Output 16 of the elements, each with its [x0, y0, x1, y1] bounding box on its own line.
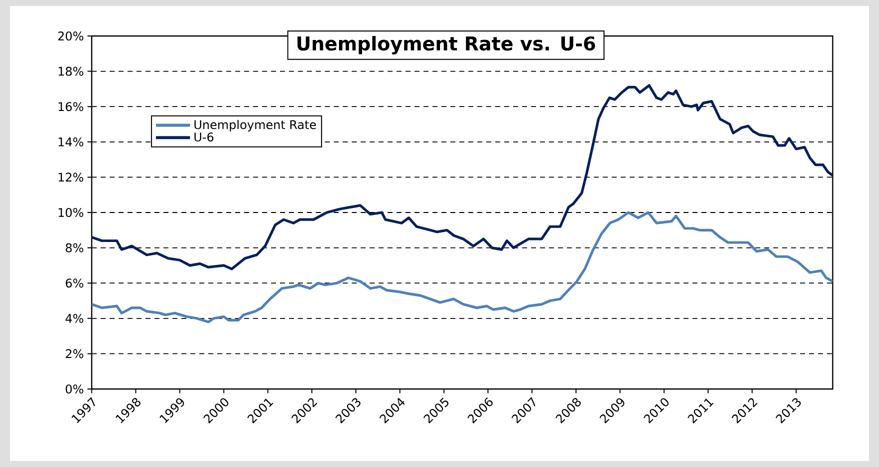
line-series [92, 211, 833, 324]
y-tick-label: 4% [66, 314, 84, 323]
legend-label: Unemployment Rate [194, 120, 316, 132]
y-tick-label: 18% [58, 66, 84, 76]
y-tick-label: 14% [58, 137, 84, 146]
y-tick-label: 8% [66, 243, 84, 252]
chart-title: Unemployment Rate vs. U-6 [297, 36, 596, 54]
line-series [92, 84, 833, 270]
y-tick-label: 2% [66, 349, 84, 358]
y-tick-label: 16% [58, 102, 84, 112]
y-tick-label: 0% [66, 384, 84, 394]
legend-label: U-6 [194, 132, 214, 142]
y-tick-label: 20% [58, 31, 84, 41]
y-tick-label: 10% [58, 208, 84, 218]
y-tick-label: 6% [66, 278, 84, 288]
y-tick-label: 12% [58, 172, 84, 182]
